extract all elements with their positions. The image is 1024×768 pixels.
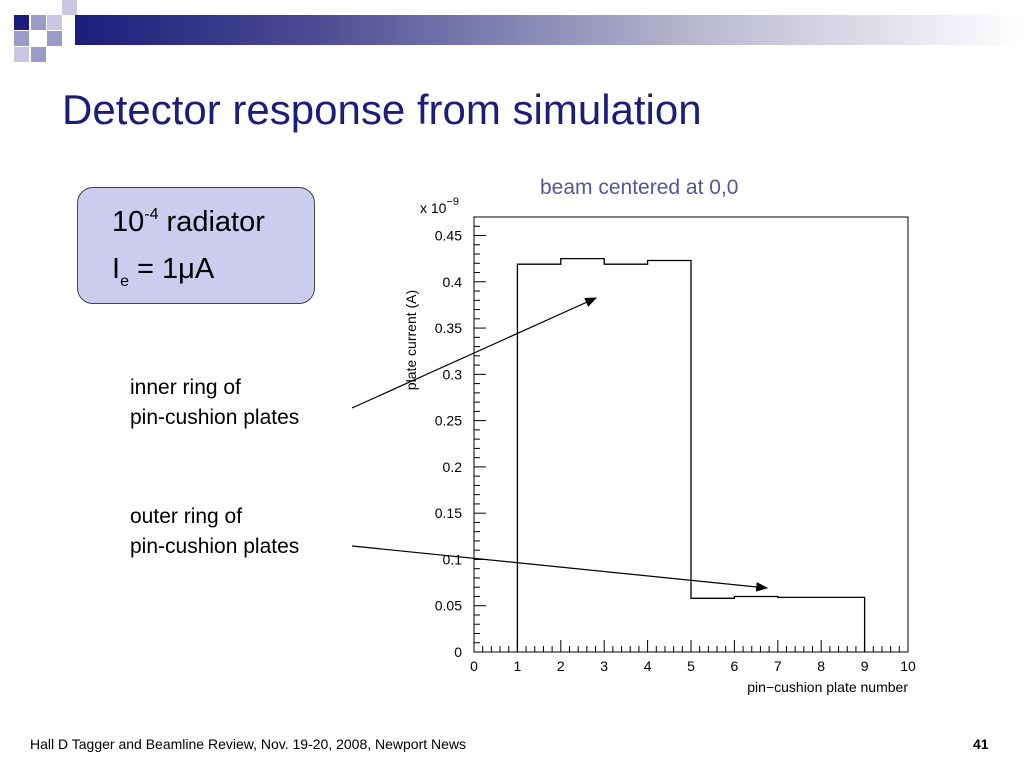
logo-square [14,47,29,62]
y-tick-label: 0.25 [435,413,462,429]
y-tick-label: 0.4 [443,274,463,290]
x-tick-label: 0 [470,658,478,674]
x-tick-label: 9 [861,658,869,674]
y-tick-label: 0.45 [435,228,462,244]
y-tick-label: 0.3 [443,366,463,382]
x-tick-label: 6 [731,658,739,674]
outer-ring-label: outer ring of pin-cushion plates [130,505,300,558]
inner-ring-label: inner ring of pin-cushion plates [130,376,300,429]
y-tick-label: 0.05 [435,598,462,614]
x-tick-label: 7 [774,658,782,674]
logo-square [14,15,29,30]
y-tick-label: 0.35 [435,320,462,336]
y-tick-label: 0 [454,644,462,660]
page-number: 41 [973,736,989,752]
footer-text: Hall D Tagger and Beamline Review, Nov. … [30,736,467,752]
beam-current-text: Ie = 1μA [112,253,215,290]
y-tick-label: 0.2 [443,459,463,475]
x-tick-label: 1 [514,658,522,674]
header-gradient-bar [75,15,1024,45]
y-tick-label: 0.1 [443,551,463,567]
y-multiplier: x 10−9 [420,196,459,216]
callout-box [77,187,315,304]
x-tick-label: 3 [600,658,608,674]
logo-square [47,15,62,30]
inner-ring-arrow [351,297,598,409]
chart-title: beam centered at 0,0 [540,176,738,199]
y-tick-label: 0.15 [435,505,462,521]
logo-square [14,31,29,46]
slide-title: Detector response from simulation [62,86,702,133]
x-tick-label: 2 [557,658,565,674]
y-axis-label: plate current (A) [403,290,419,390]
histogram-line [516,257,866,652]
logo-square [62,0,77,15]
outer-ring-arrow [351,545,769,592]
logo-square [31,15,46,30]
x-tick-label: 10 [900,658,916,674]
logo-square [47,31,62,46]
x-tick-label: 8 [817,658,825,674]
x-tick-label: 5 [687,658,695,674]
radiator-text: 10-4 radiator [112,206,265,238]
logo-square [31,47,46,62]
x-tick-label: 4 [644,658,652,674]
x-axis-label: pin−cushion plate number [747,679,908,695]
